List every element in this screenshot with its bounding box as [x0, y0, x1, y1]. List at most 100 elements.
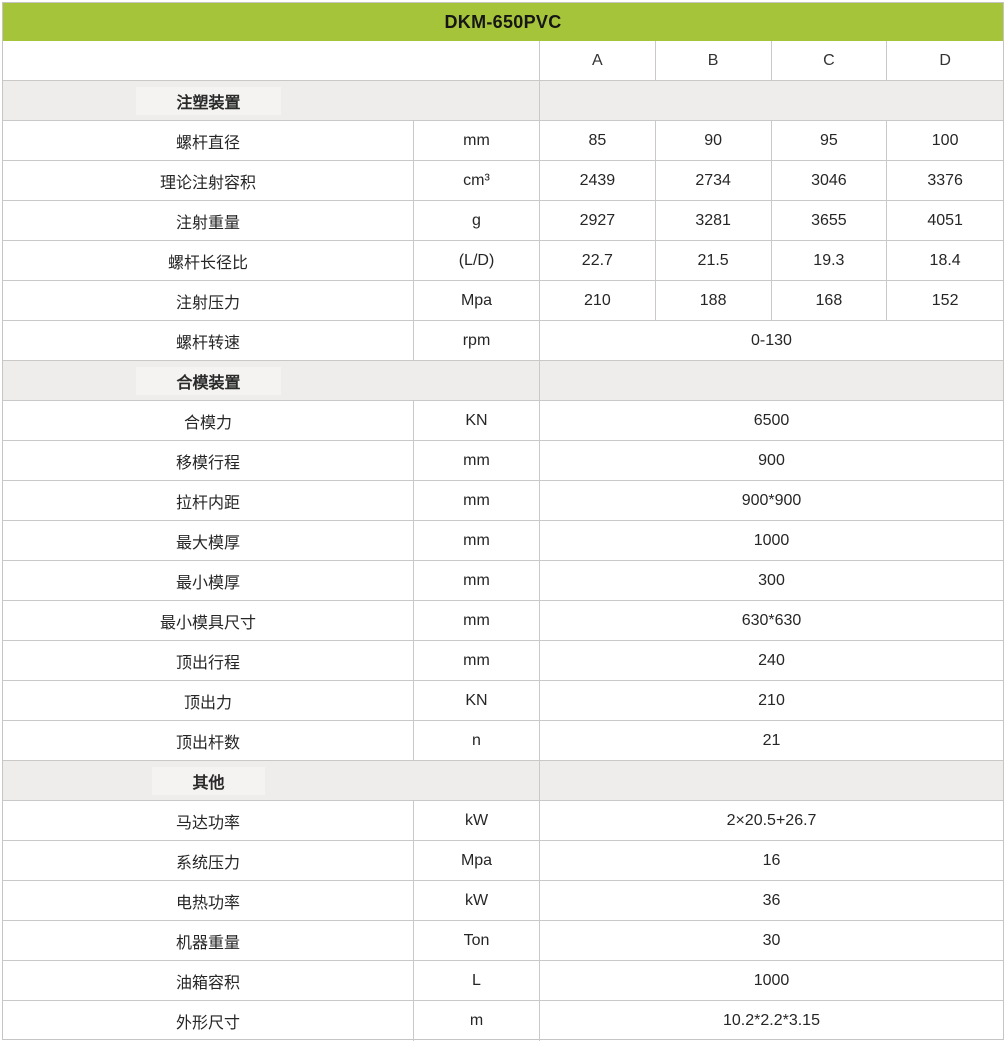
spec-value: 3281 — [656, 201, 772, 240]
spec-label: 注射重量 — [3, 201, 414, 240]
section-spacer — [414, 81, 540, 120]
spec-label: 顶出行程 — [3, 641, 414, 680]
spec-label: 拉杆内距 — [3, 481, 414, 520]
spec-value-merged: 6500 — [753, 411, 790, 429]
spec-value-merged: 900 — [758, 451, 785, 469]
spec-row: 合模力 KN 6500 — [3, 401, 1003, 441]
spec-label: 螺杆直径 — [3, 121, 414, 160]
spec-label: 马达功率 — [3, 801, 414, 840]
column-header-b: B — [656, 41, 772, 80]
spec-value: 3376 — [927, 171, 963, 189]
spec-body: 注塑装置 螺杆直径 mm 85 90 95 100 理论注射容积 cm³ 2439 2734 3046… — [3, 81, 1003, 1041]
spec-value-merged: 21 — [762, 731, 781, 749]
spec-row: 注射重量 g 2927 3281 3655 4051 — [3, 201, 1003, 241]
spec-value: 21.5 — [656, 241, 772, 280]
section-spacer — [414, 761, 540, 800]
spec-unit: m — [414, 1001, 540, 1041]
spec-row: 外形尺寸 m 10.2*2.2*3.15 — [3, 1001, 1003, 1041]
spec-row: 油箱容积 L 1000 — [3, 961, 1003, 1001]
column-header-row: A B C D — [3, 41, 1003, 81]
section-header-row: 其他 — [3, 761, 1003, 801]
section-rest — [540, 361, 1003, 400]
spec-label: 机器重量 — [3, 921, 414, 960]
spec-label: 最小模厚 — [3, 561, 414, 600]
spec-value: 152 — [931, 291, 959, 309]
spec-value: 188 — [656, 281, 772, 320]
spec-unit: cm³ — [414, 161, 540, 200]
spec-value-merged: 900*900 — [741, 491, 802, 509]
spec-label: 油箱容积 — [3, 961, 414, 1000]
spec-value-merged: 10.2*2.2*3.15 — [723, 1012, 820, 1029]
section-title: 注塑装置 — [136, 86, 281, 115]
spec-value: 210 — [540, 281, 656, 320]
spec-value: 19.3 — [772, 241, 888, 280]
spec-unit: kW — [414, 801, 540, 840]
spec-label: 顶出力 — [3, 681, 414, 720]
spec-label: 系统压力 — [3, 841, 414, 880]
section-title-cell: 其他 — [3, 761, 414, 800]
spec-unit: mm — [414, 481, 540, 520]
spec-value: 3655 — [772, 201, 888, 240]
spec-value-merged: 300 — [758, 571, 785, 589]
column-header-a: A — [540, 41, 656, 80]
spec-value: 168 — [772, 281, 888, 320]
spec-unit: mm — [414, 641, 540, 680]
section-title-cell: 注塑装置 — [3, 81, 414, 120]
spec-label: 最小模具尺寸 — [3, 601, 414, 640]
spec-unit: mm — [414, 441, 540, 480]
spec-label: 注射压力 — [3, 281, 414, 320]
spec-unit: mm — [414, 601, 540, 640]
spec-value: 18.4 — [929, 251, 961, 269]
section-header-row: 注塑装置 — [3, 81, 1003, 121]
spec-value-merged: 16 — [762, 851, 781, 869]
spec-row: 螺杆长径比 (L/D) 22.7 21.5 19.3 18.4 — [3, 241, 1003, 281]
spec-row: 顶出行程 mm 240 — [3, 641, 1003, 681]
spec-unit: g — [414, 201, 540, 240]
section-rest — [540, 81, 1003, 120]
spec-value: 95 — [772, 121, 888, 160]
spec-row: 移模行程 mm 900 — [3, 441, 1003, 481]
spec-row: 电热功率 kW 36 — [3, 881, 1003, 921]
spec-value-merged: 630*630 — [741, 611, 802, 629]
spec-label: 电热功率 — [3, 881, 414, 920]
spec-value-merged: 1000 — [753, 531, 790, 549]
spec-label: 移模行程 — [3, 441, 414, 480]
section-title: 合模装置 — [136, 366, 281, 395]
spec-unit: (L/D) — [414, 241, 540, 280]
spec-row: 理论注射容积 cm³ 2439 2734 3046 3376 — [3, 161, 1003, 201]
section-rest — [540, 761, 1003, 800]
model-title-bar: DKM-650PVC — [3, 3, 1003, 41]
spec-row: 机器重量 Ton 30 — [3, 921, 1003, 961]
model-title: DKM-650PVC — [444, 11, 562, 32]
spec-row: 螺杆直径 mm 85 90 95 100 — [3, 121, 1003, 161]
spec-unit: kW — [414, 881, 540, 920]
spec-unit: KN — [414, 681, 540, 720]
spec-value: 3046 — [772, 161, 888, 200]
spec-row: 最小模具尺寸 mm 630*630 — [3, 601, 1003, 641]
spec-value: 22.7 — [540, 241, 656, 280]
spec-unit: Ton — [414, 921, 540, 960]
spec-label: 最大模厚 — [3, 521, 414, 560]
spec-unit: mm — [414, 121, 540, 160]
spec-label: 合模力 — [3, 401, 414, 440]
spec-value: 85 — [540, 121, 656, 160]
spec-value: 100 — [931, 131, 959, 149]
spec-value: 90 — [656, 121, 772, 160]
spec-value-merged: 2×20.5+26.7 — [726, 811, 817, 829]
spec-unit: Mpa — [414, 841, 540, 880]
spec-label: 顶出杆数 — [3, 721, 414, 760]
spec-value-merged: 1000 — [753, 971, 790, 989]
spec-label: 螺杆转速 — [3, 321, 414, 360]
spec-row: 顶出力 KN 210 — [3, 681, 1003, 721]
spec-value-merged: 0-130 — [751, 331, 792, 349]
column-header-blank — [3, 41, 540, 80]
spec-row: 注射压力 Mpa 210 188 168 152 — [3, 281, 1003, 321]
spec-value-merged: 210 — [758, 691, 785, 709]
spec-value: 4051 — [927, 211, 963, 229]
spec-row: 螺杆转速 rpm 0-130 — [3, 321, 1003, 361]
spec-row: 马达功率 kW 2×20.5+26.7 — [3, 801, 1003, 841]
spec-label: 螺杆长径比 — [3, 241, 414, 280]
spec-row: 拉杆内距 mm 900*900 — [3, 481, 1003, 521]
spec-row: 顶出杆数 n 21 — [3, 721, 1003, 761]
